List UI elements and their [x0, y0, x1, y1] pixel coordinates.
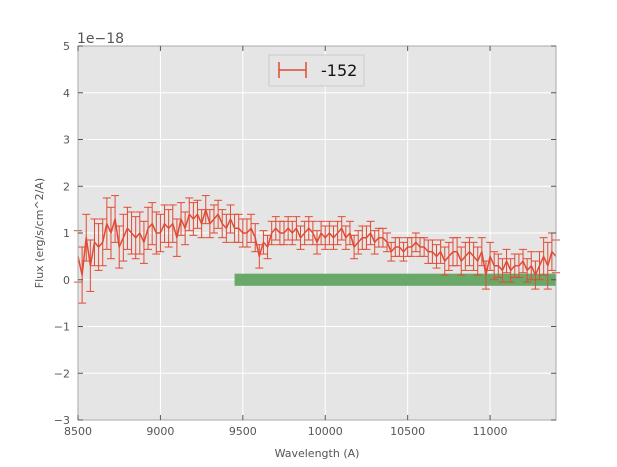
y-tick-label-0: −3 — [54, 414, 70, 427]
y-offset-label: 1e−18 — [77, 31, 124, 47]
x-tick-label-5: 11000 — [473, 425, 508, 438]
x-axis-label: Wavelength (A) — [275, 447, 360, 460]
y-tick-label-4: 1 — [63, 227, 70, 240]
detection-band-rect-0 — [234, 273, 556, 286]
series-line-0 — [77, 208, 557, 276]
detection-band — [234, 273, 556, 286]
y-axis-ticks: −3 −2 −1 0 1 2 3 4 5 — [54, 40, 556, 427]
y-tick-label-2: −1 — [54, 321, 70, 334]
x-tick-label-1: 9000 — [146, 425, 174, 438]
legend-entry-label: -152 — [321, 61, 357, 80]
legend: -152 — [268, 54, 365, 87]
x-tick-label-3: 10000 — [308, 425, 343, 438]
x-tick-label-0: 8500 — [64, 425, 92, 438]
y-axis-label: Flux (erg/s/cm^2/A) — [33, 178, 46, 288]
y-tick-label-7: 4 — [63, 87, 70, 100]
series-line-group — [77, 208, 557, 276]
x-tick-label-2: 9500 — [229, 425, 257, 438]
y-tick-label-1: −2 — [54, 367, 70, 380]
y-tick-label-8: 5 — [63, 40, 70, 53]
x-tick-label-4: 10500 — [390, 425, 425, 438]
legend-box — [268, 54, 365, 87]
y-tick-label-5: 2 — [63, 180, 70, 193]
y-tick-label-3: 0 — [63, 274, 70, 287]
y-tick-label-6: 3 — [63, 134, 70, 147]
x-axis-ticks: 8500 9000 9500 10000 10500 11000 — [64, 46, 508, 438]
